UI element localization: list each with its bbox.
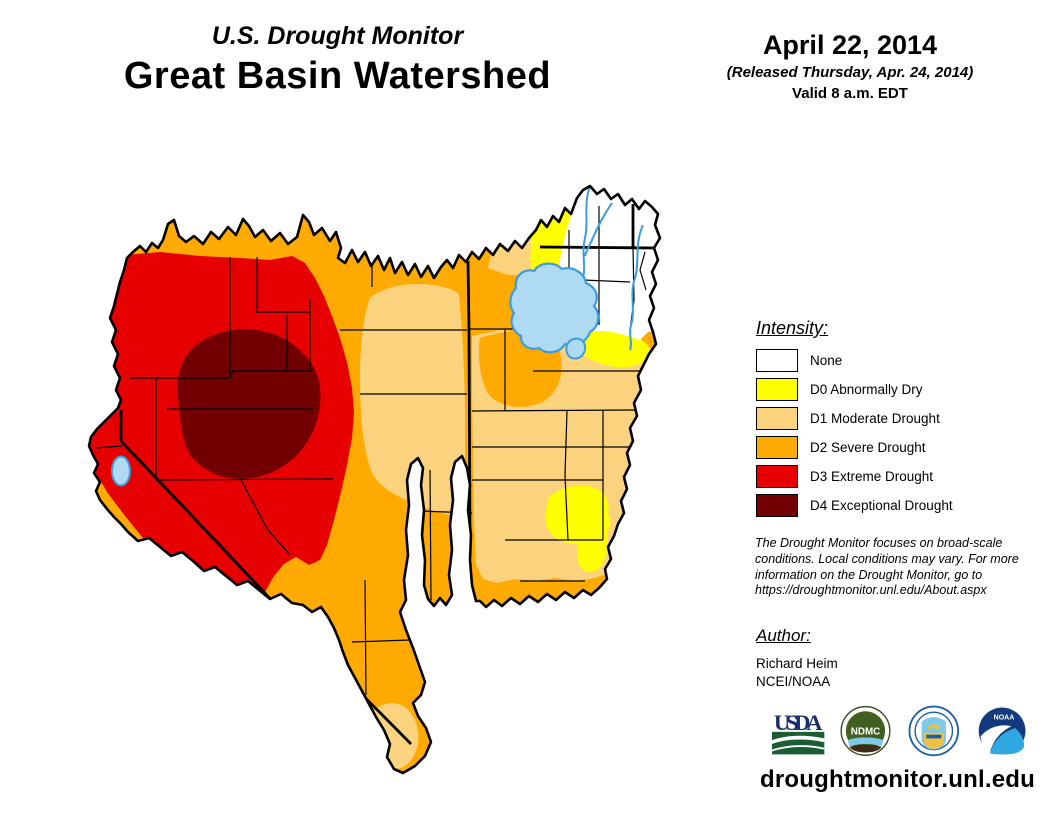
d4-swatch [756, 494, 798, 517]
legend-item-d2: D2 Severe Drought [756, 436, 1036, 459]
header-date-block: April 22, 2014 (Released Thursday, Apr. … [695, 30, 1005, 102]
d0-swatch [756, 378, 798, 401]
d4-exceptional-drought-region [177, 329, 321, 479]
ndmc-logo: NDMC [840, 705, 891, 756]
d0-abnormally-dry-se-patch [577, 513, 609, 573]
author-organization: NCEI/NOAA [756, 674, 831, 690]
disclaimer-text: The Drought Monitor focuses on broad-sca… [755, 536, 1019, 598]
legend-label: D4 Exceptional Drought [810, 498, 953, 513]
d1-moderate-drought-central-region [360, 284, 465, 515]
noaa-logo: NOAA [978, 707, 1026, 755]
intensity-legend: Intensity: None D0 Abnormally Dry D1 Mod… [756, 318, 1036, 524]
legend-label: D2 Severe Drought [810, 440, 926, 455]
legend-label: D0 Abnormally Dry [810, 382, 923, 397]
legend-item-d1: D1 Moderate Drought [756, 407, 1036, 430]
usda-logo-field [771, 731, 825, 755]
commerce-seal-logo [908, 705, 960, 757]
usda-logo: USDA [771, 710, 825, 755]
droughtmonitor-url: droughtmonitor.unl.edu [760, 766, 1036, 793]
header-title-block: U.S. Drought Monitor Great Basin Watersh… [55, 22, 620, 98]
map-date: April 22, 2014 [762, 30, 938, 60]
state-boundaries [119, 204, 657, 745]
lake-tahoe [111, 455, 131, 487]
usda-logo-text: USDA [774, 710, 823, 735]
commerce-seal-eagle [927, 724, 941, 730]
county-boundaries [94, 206, 650, 696]
legend-label: None [810, 353, 843, 368]
noaa-logo-text: NOAA [994, 715, 1015, 722]
legend-item-none: None [756, 349, 1036, 372]
ndmc-logo-text: NDMC [851, 727, 880, 738]
legend-heading: Intensity: [756, 318, 829, 338]
usda-logo-swoosh2 [771, 745, 825, 752]
usda-logo-swoosh [771, 735, 825, 745]
commerce-seal-ship [926, 734, 942, 739]
agency-logos: USDA NDMC NOAA [771, 705, 1026, 757]
release-date: (Released Thursday, Apr. 24, 2014) [726, 64, 974, 81]
legend-item-d3: D3 Extreme Drought [756, 465, 1036, 488]
author-name: Richard Heim [756, 656, 838, 671]
watershed-outline [87, 184, 662, 775]
legend-item-d4: D4 Exceptional Drought [756, 494, 1036, 517]
legend-label: D3 Extreme Drought [810, 469, 934, 484]
author-block: Author: Richard Heim NCEI/NOAA [756, 626, 996, 691]
d1-swatch [756, 407, 798, 430]
report-title: U.S. Drought Monitor [211, 22, 464, 50]
ndmc-logo-wave [847, 737, 884, 747]
legend-label: D1 Moderate Drought [810, 411, 940, 426]
page-title: Great Basin Watershed [123, 55, 552, 97]
noaa-logo-sea [989, 728, 1025, 755]
ndmc-logo-soil [849, 744, 882, 753]
utah-lake [565, 337, 587, 360]
legend-item-d0: D0 Abnormally Dry [756, 378, 1036, 401]
valid-time: Valid 8 a.m. EDT [792, 85, 908, 102]
none-swatch [756, 349, 798, 372]
d3-swatch [756, 465, 798, 488]
author-heading: Author: [756, 626, 811, 645]
great-salt-lake [509, 262, 600, 354]
d2-swatch [756, 436, 798, 459]
noaa-logo-gull [980, 725, 1012, 754]
